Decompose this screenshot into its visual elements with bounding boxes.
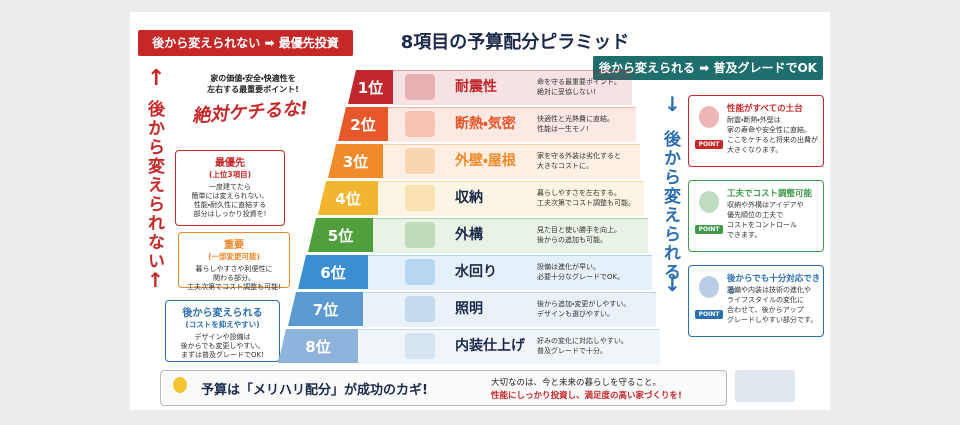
card-text: 設備や内装は技術の進化や ライフスタイルの変化に 合わせて、後からアップ グレー… (727, 286, 818, 324)
point-card: POINT 工夫でコスト調整可能収納や外構はアイデアや 優先順位の工夫で コストを… (688, 180, 824, 252)
row-icon (405, 222, 435, 248)
note: 最優先 (上位3項目) 一度建てたら 簡単には変えられない、 性能・耐久性に直結する… (175, 150, 285, 226)
note-text: デザインや設備は 後からでも変更しやすい。 まずは普及グレードでOK! (180, 333, 265, 359)
note-subtitle: (一部変更可能) (208, 252, 260, 261)
card-icon (699, 106, 719, 128)
row-background (368, 255, 652, 290)
card-badge: POINT (695, 225, 723, 234)
row-title: 水回り (455, 264, 497, 280)
card-badge: POINT (695, 140, 723, 149)
note: 重要 (一部変更可能) 暮らしやすさや利便性に 関わる部分。 工夫次第でコスト調整も… (178, 232, 290, 291)
rank-badge: 7位 (288, 292, 363, 326)
down-arrow: ↓ (664, 272, 681, 296)
note: 後から変えられる (コストを抑えやすい) デザインや設備は 後からでも変更しやすい。… (165, 300, 280, 362)
row-background (393, 70, 632, 105)
card-text: 収納や外構はアイデアや 優先順位の工夫で コストをコントロール できます。 (727, 201, 804, 239)
row-title: 収納 (455, 190, 483, 206)
row-text: 見た目と使い勝手を向上。 後からの追加も可能。 (537, 226, 621, 244)
row-icon (405, 259, 435, 285)
card-icon (699, 276, 719, 298)
point-card: POINT 性能がすべての土台耐震・断熱・外壁は 家の寿命や安全性に直結。 ここを… (688, 95, 824, 167)
row-title: 外構 (455, 227, 483, 243)
row-title: 耐震性 (455, 79, 497, 95)
note-title: 重要 (224, 240, 244, 251)
left-banner: 後から変えられない ➡ 最優先投資 (138, 30, 353, 56)
rank-badge: 1位 (348, 70, 393, 104)
card-title: 工夫でコスト調整可能 (727, 189, 813, 199)
row-background (388, 107, 636, 142)
right-vertical-label: 後から変えられる (660, 130, 680, 282)
row-background (378, 181, 644, 216)
rank-badge: 3位 (328, 144, 383, 178)
row-text: 後から追加・変更がしやすい。 デザインも選びやすい。 (537, 300, 631, 318)
note-subtitle: (コストを抑えやすい) (185, 320, 260, 329)
row-icon (405, 185, 435, 211)
bulb-icon (173, 377, 187, 393)
rank-badge: 2位 (338, 107, 388, 141)
rank-badge: 6位 (298, 255, 368, 289)
rank-badge: 5位 (308, 218, 373, 252)
note-title: 後から変えられる (182, 308, 263, 319)
note-text: 暮らしやすさや利便性に 関わる部分。 工夫次第でコスト調整も可能! (187, 265, 281, 291)
row-icon (405, 333, 435, 359)
card-badge: POINT (695, 310, 723, 319)
note-text: 一度建てたら 簡単には変えられない、 性能・耐久性に直結する 部分はしっかり投資… (191, 183, 269, 218)
right-banner: 後から変えられる ➡ 普及グレードでOK (593, 56, 823, 80)
row-icon (405, 148, 435, 174)
point-card: POINT 後からでも十分対応できる 設備や内装は技術の進化や ライフスタイルの変化… (688, 265, 824, 337)
title: 8項目の予算配分ピラミッド (400, 32, 630, 53)
note-title: 最優先 (215, 158, 245, 169)
callout: 家の価値・安全・快適性を 左右する最重要ポイント! (207, 74, 299, 94)
row-text: 好みの変化に対応しやすい。 普及グレードで十分。 (537, 337, 628, 355)
row-icon (405, 296, 435, 322)
row-background (358, 329, 660, 364)
row-text: 命を守る最重要ポイント。 絶対に妥協しない! (537, 78, 621, 96)
up-arrow: ↑ (147, 268, 164, 292)
house-illustration (735, 370, 795, 402)
row-background (383, 144, 640, 179)
card-title: 性能がすべての土台 (727, 104, 803, 114)
up-arrow: ↑ (147, 66, 166, 91)
row-background (363, 292, 656, 327)
card-text: 耐震・断熱・外壁は 家の寿命や安全性に直結。 ここをケチると将来の出費が 大きく… (727, 116, 818, 154)
row-background (373, 218, 648, 253)
rank-badge: 4位 (318, 181, 378, 215)
row-icon (405, 111, 435, 137)
row-icon (405, 74, 435, 100)
footer-line2: 性能にしっかり投資し、満足度の高い家づくりを! (491, 391, 682, 401)
row-text: 快適性と光熱費に直結。 性能は一生モノ! (537, 115, 614, 133)
row-text: 暮らしやすさを左右する。 工夫次第でコスト調整も可能。 (537, 189, 635, 207)
row-title: 照明 (455, 301, 483, 317)
row-title: 外壁・屋根 (455, 153, 516, 169)
row-title: 断熱・気密 (455, 116, 516, 132)
note-subtitle: (上位3項目) (208, 170, 252, 179)
footer-box: 予算は「メリハリ配分」が成功のカギ! 大切なのは、今と未来の暮らしを守ること。 … (160, 370, 727, 406)
row-text: 設備は進化が早い。 必要十分なグレードでOK。 (537, 263, 625, 281)
row-text: 家を守る外装は劣化すると 大きなコストに。 (537, 152, 621, 170)
rank-badge: 8位 (278, 329, 358, 363)
left-vertical-label: 後から変えられない (144, 100, 164, 271)
footer-title: 予算は「メリハリ配分」が成功のカギ! (201, 383, 428, 398)
footer-line1: 大切なのは、今と未来の暮らしを守ること。 (491, 378, 662, 388)
card-icon (699, 191, 719, 213)
card-title: 後からでも十分対応できる (727, 274, 821, 296)
row-title: 内装仕上げ (455, 338, 525, 354)
down-arrow: ↓ (664, 92, 681, 116)
